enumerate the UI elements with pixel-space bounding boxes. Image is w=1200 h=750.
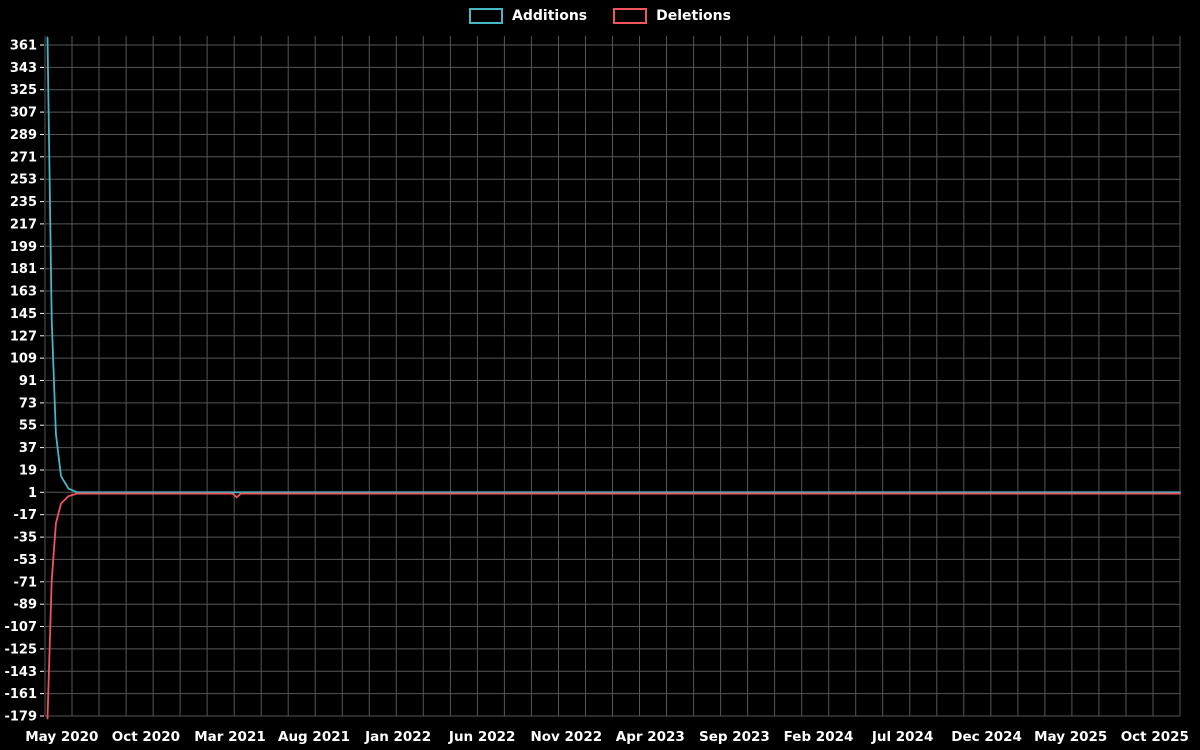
y-tick-label: 55 [19,419,37,434]
deletions-legend-label: Deletions [656,8,731,24]
gridlines [44,36,1181,717]
y-tick-label: -143 [4,665,37,680]
y-tick-label: 325 [10,83,37,98]
y-tick-label: 1 [28,486,37,501]
y-tick-label: 127 [10,329,37,344]
y-tick-label: 37 [19,441,37,456]
chart-legend: Additions Deletions [0,8,1200,24]
y-tick-label: 307 [10,106,37,121]
y-tick-label: 181 [10,262,37,277]
y-tick-label: -125 [4,642,37,657]
x-tick-label: Jun 2022 [448,729,516,745]
y-tick-label: 73 [19,396,37,411]
x-tick-label: Oct 2025 [1121,729,1189,745]
x-axis-labels: May 2020 Oct 2020 Mar 2021 Aug 2021 Jan 2022… [25,729,1189,745]
x-tick-label: Apr 2023 [616,729,685,745]
series-line-deletions [46,492,1181,720]
x-tick-label: Dec 2024 [951,729,1022,745]
y-tick-label: 271 [10,150,37,165]
y-tick-label: -71 [14,575,38,590]
y-tick-label: 145 [10,307,37,322]
series-line-additions [46,36,1181,494]
y-tick-label: 343 [10,61,37,76]
y-tick-label: 235 [10,195,37,210]
x-tick-label: Sep 2023 [699,729,770,745]
x-tick-label: May 2020 [25,729,98,745]
y-tick-label: 253 [10,173,37,188]
additions-legend-swatch [469,8,504,24]
y-tick-label: -53 [14,553,38,568]
additions-legend-label: Additions [512,8,588,24]
x-tick-label: Nov 2022 [530,729,602,745]
x-tick-label: Mar 2021 [194,729,265,745]
y-tick-label: 289 [10,128,37,143]
x-tick-label: Jan 2022 [364,729,431,745]
x-tick-label: Oct 2020 [112,729,180,745]
deletions-legend-swatch [613,8,648,24]
y-tick-label: -107 [4,620,37,635]
y-tick-label: 163 [10,285,37,300]
legend-item-additions[interactable]: Additions [469,8,587,24]
y-tick-label: -179 [4,710,37,725]
legend-item-deletions[interactable]: Deletions [613,8,731,24]
x-tick-label: May 2025 [1034,729,1107,745]
y-tick-label: 361 [10,39,37,54]
y-tick-label: -17 [14,508,38,523]
y-tick-label: 109 [10,352,37,367]
y-tick-label: 217 [10,217,37,232]
x-tick-label: Feb 2024 [784,729,854,745]
y-axis-labels: 361 343 325 307 289 271 253 235 217 199 181 163 145 1… [4,39,44,725]
y-tick-label: -89 [14,598,38,613]
y-tick-label: 91 [19,374,37,389]
y-tick-label: -35 [14,531,38,546]
y-tick-label: -161 [4,687,37,702]
x-tick-label: Aug 2021 [278,729,350,745]
y-tick-label: 19 [19,464,37,479]
x-tick-label: Jul 2024 [871,729,934,745]
y-tick-label: 199 [10,240,37,255]
